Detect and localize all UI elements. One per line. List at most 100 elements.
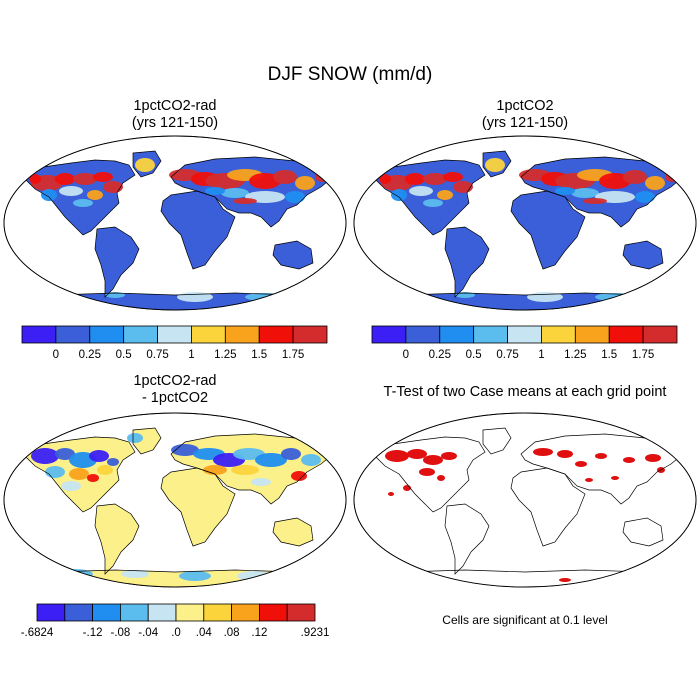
panel-1-southAmerica-coastline — [94, 226, 140, 298]
panel-2-snow-cell — [423, 199, 443, 207]
panel-3-colorbar-swatch — [147, 603, 177, 622]
panel-3-difference-cell — [231, 465, 259, 475]
panel-2-map-border — [353, 135, 697, 311]
panel-3-difference-cell — [301, 454, 321, 466]
panel-3-northAmerica-coastline — [24, 436, 136, 513]
panel-3-colorbar-swatch — [64, 603, 94, 622]
panel-1-northAmerica-coastline — [24, 159, 136, 236]
panel-3-difference-cell — [291, 471, 307, 481]
panel-4-title: T-Test of two Case means at each grid po… — [350, 384, 700, 401]
panel-1-eurasia-coastline — [170, 156, 334, 228]
panel-2-colorbar-tick-label: 0.25 — [429, 349, 451, 361]
panel-3-difference-cell — [31, 448, 59, 464]
panel-3-colorbar-swatch — [92, 603, 121, 622]
panel-1-snow-cell — [73, 173, 97, 185]
panel-1-map-border — [3, 135, 347, 311]
panel-4-significant-cell — [437, 475, 445, 481]
panel-1-snow-cell — [4, 293, 31, 305]
significance-footnote: Cells are significant at 0.1 level — [442, 613, 608, 627]
panel-3-southAmerica-land — [95, 504, 139, 574]
panel-4-map — [353, 412, 697, 588]
panel-1-africa-land — [161, 191, 235, 269]
panel-2-title-line1: 1pctCO2 — [496, 98, 554, 114]
panel-2-southAmerica-land — [445, 227, 489, 297]
panel-3-colorbar-swatch — [231, 603, 260, 622]
panel-1-colorbar-tick-label: 1.25 — [214, 349, 236, 361]
panel-3-southAmerica-coastline — [94, 503, 140, 575]
panel-3-difference-cell — [281, 448, 301, 460]
panel-3-difference-cell — [127, 433, 143, 443]
panel-2-snow-cell — [379, 174, 391, 184]
panel-1-snow-cell — [87, 190, 103, 200]
panel-3-difference-cell — [107, 458, 119, 466]
panel-2-colorbar-swatch — [507, 325, 542, 344]
panel-2-australia-coastline — [622, 240, 664, 270]
panel-1-snow-cell — [29, 174, 41, 184]
panel-3-colorbar-swatch — [120, 603, 149, 622]
panel-3-colorbar-tick-label: .08 — [224, 627, 240, 639]
panel-3-difference-cell — [261, 469, 289, 479]
panel-3-greenland-coastline — [132, 427, 162, 455]
panel-1-southAmerica-land — [95, 227, 139, 297]
panel-2-snow-cell — [423, 173, 447, 185]
panel-3-difference-cell — [171, 444, 199, 456]
panel-1-colorbar-swatch — [292, 325, 328, 344]
panel-2-title-line2: (yrs 121-150) — [481, 115, 569, 131]
panel-2-colorbar-swatch — [541, 325, 576, 344]
panel-4-title-line1: T-Test of two Case means at each grid po… — [383, 384, 667, 400]
panel-1-greenland-coastline — [132, 150, 162, 178]
panel-1-snow-cell — [135, 158, 155, 172]
panel-4-significant-cell — [557, 450, 573, 458]
panel-3-difference-cell — [45, 466, 65, 478]
panel-4-significant-cell — [385, 450, 409, 462]
panel-3-difference-cell — [87, 474, 99, 482]
panel-1-colorbar-tick-label: 0 — [53, 349, 59, 361]
panel-2-colorbar-swatch — [608, 325, 644, 344]
panel-3-title: 1pctCO2-rad - 1pctCO2 — [75, 373, 275, 407]
panel-3-difference-cell — [97, 465, 113, 475]
panel-3-difference-cell — [11, 570, 39, 582]
panel-2-eurasia-coastline — [520, 156, 684, 228]
panel-2-snow-cell — [409, 186, 433, 196]
panel-4-significant-cell — [407, 449, 427, 459]
panel-3-colorbar-swatch — [203, 603, 233, 622]
panel-1-colorbar-tick-label: 1.5 — [251, 349, 267, 361]
panel-1-snow-cell — [233, 198, 257, 204]
panel-4-significant-cell — [559, 578, 571, 582]
panel-1-colorbar-swatch — [224, 325, 260, 344]
panel-1-snow-cell — [221, 188, 249, 198]
panel-2-australia-land — [623, 241, 663, 269]
panel-2-colorbar-tick-label: 1.5 — [601, 349, 617, 361]
panel-4-significant-cell — [441, 452, 457, 460]
panel-3-map — [3, 412, 347, 588]
panel-4-greenland-land — [483, 428, 511, 454]
panel-2-snow-cell — [623, 170, 647, 184]
panel-3-title-line1: 1pctCO2-rad — [133, 373, 217, 389]
panel-3-colorbar-swatch — [286, 603, 316, 622]
panel-4-significant-cell — [623, 457, 635, 463]
panel-2-snow-cell — [437, 190, 453, 200]
panel-2-africa-coastline — [510, 190, 586, 270]
panel-1-snow-cell — [41, 189, 57, 201]
panel-2-map — [353, 135, 697, 311]
panel-1-snow-cell — [103, 181, 123, 193]
panel-2-colorbar: 0 0.25 0.5 0.75 1 1.25 1.5 1.75 — [371, 325, 678, 361]
panel-3-title-line2: - 1pctCO2 — [141, 390, 209, 406]
panel-3-colorbar-tick-label: -.08 — [110, 627, 130, 639]
panel-1-australia-land — [273, 241, 313, 269]
panel-1-snow-cell — [285, 191, 305, 203]
panel-2-snow-cell — [583, 198, 607, 204]
panel-1-title-line2: (yrs 121-150) — [131, 115, 219, 131]
panel-2-antarctica-coastline — [354, 292, 696, 310]
panel-3-difference-cell — [203, 465, 227, 475]
panel-3-colorbar-swatch — [36, 603, 66, 622]
panel-2-colorbar-swatch — [473, 325, 508, 344]
panel-1-africa-coastline — [160, 190, 236, 270]
panel-3-australia-land — [273, 518, 313, 546]
panel-2-africa-land — [511, 191, 585, 269]
panel-1-colorbar-swatch — [89, 325, 125, 344]
panel-2-colorbar-tick-label: 0 — [403, 349, 409, 361]
panel-4-eurasia-coastline — [520, 433, 684, 505]
panel-2-colorbar-swatch — [574, 325, 610, 344]
